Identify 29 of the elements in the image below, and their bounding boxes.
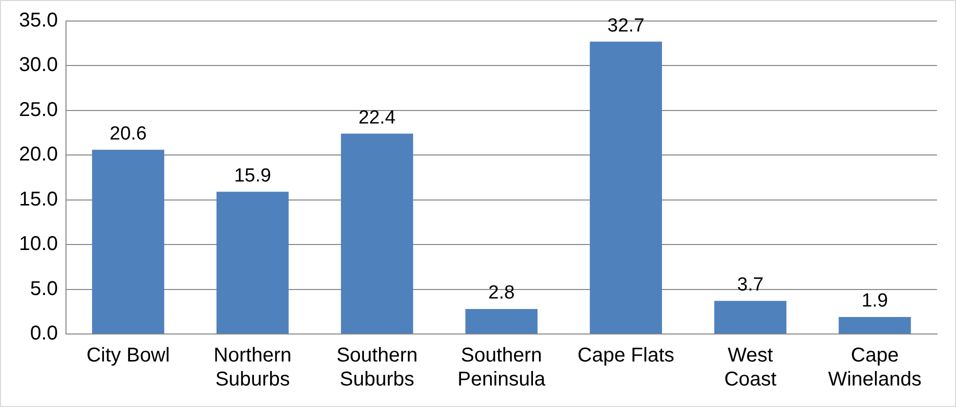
bar xyxy=(465,308,538,334)
y-tick-label: 5.0 xyxy=(30,278,58,300)
data-label: 20.6 xyxy=(110,124,147,145)
data-label: 3.7 xyxy=(737,274,764,296)
y-tick-label: 10.0 xyxy=(18,233,58,256)
x-tick-label: Southern Peninsula xyxy=(458,344,546,391)
x-tick-label: City Bowl xyxy=(86,344,170,367)
bar xyxy=(590,42,662,334)
data-label: 32.7 xyxy=(607,15,644,36)
x-tick-label: Southern Suburbs xyxy=(336,344,418,391)
y-tick-label: 30.0 xyxy=(18,54,58,76)
y-tick-label: 25.0 xyxy=(18,98,58,121)
x-tick-label: Cape Flats xyxy=(578,344,674,367)
bar xyxy=(216,192,289,334)
x-tick-label: Northern Suburbs xyxy=(214,344,292,391)
y-tick-label: 20.0 xyxy=(18,144,58,166)
bar xyxy=(838,317,911,334)
bar xyxy=(340,134,414,334)
x-tick-label: West Coast xyxy=(724,344,777,391)
y-tick-label: 15.0 xyxy=(18,188,58,210)
x-tick-label: Cape Winelands xyxy=(828,344,922,391)
data-label: 22.4 xyxy=(358,107,396,128)
y-tick-label: 35.0 xyxy=(18,10,58,32)
data-label: 1.9 xyxy=(862,290,888,312)
y-tick-label: 0.0 xyxy=(30,322,58,345)
bar xyxy=(92,150,164,334)
data-label: 2.8 xyxy=(488,282,515,304)
bar xyxy=(714,300,786,334)
data-label: 15.9 xyxy=(234,166,272,187)
